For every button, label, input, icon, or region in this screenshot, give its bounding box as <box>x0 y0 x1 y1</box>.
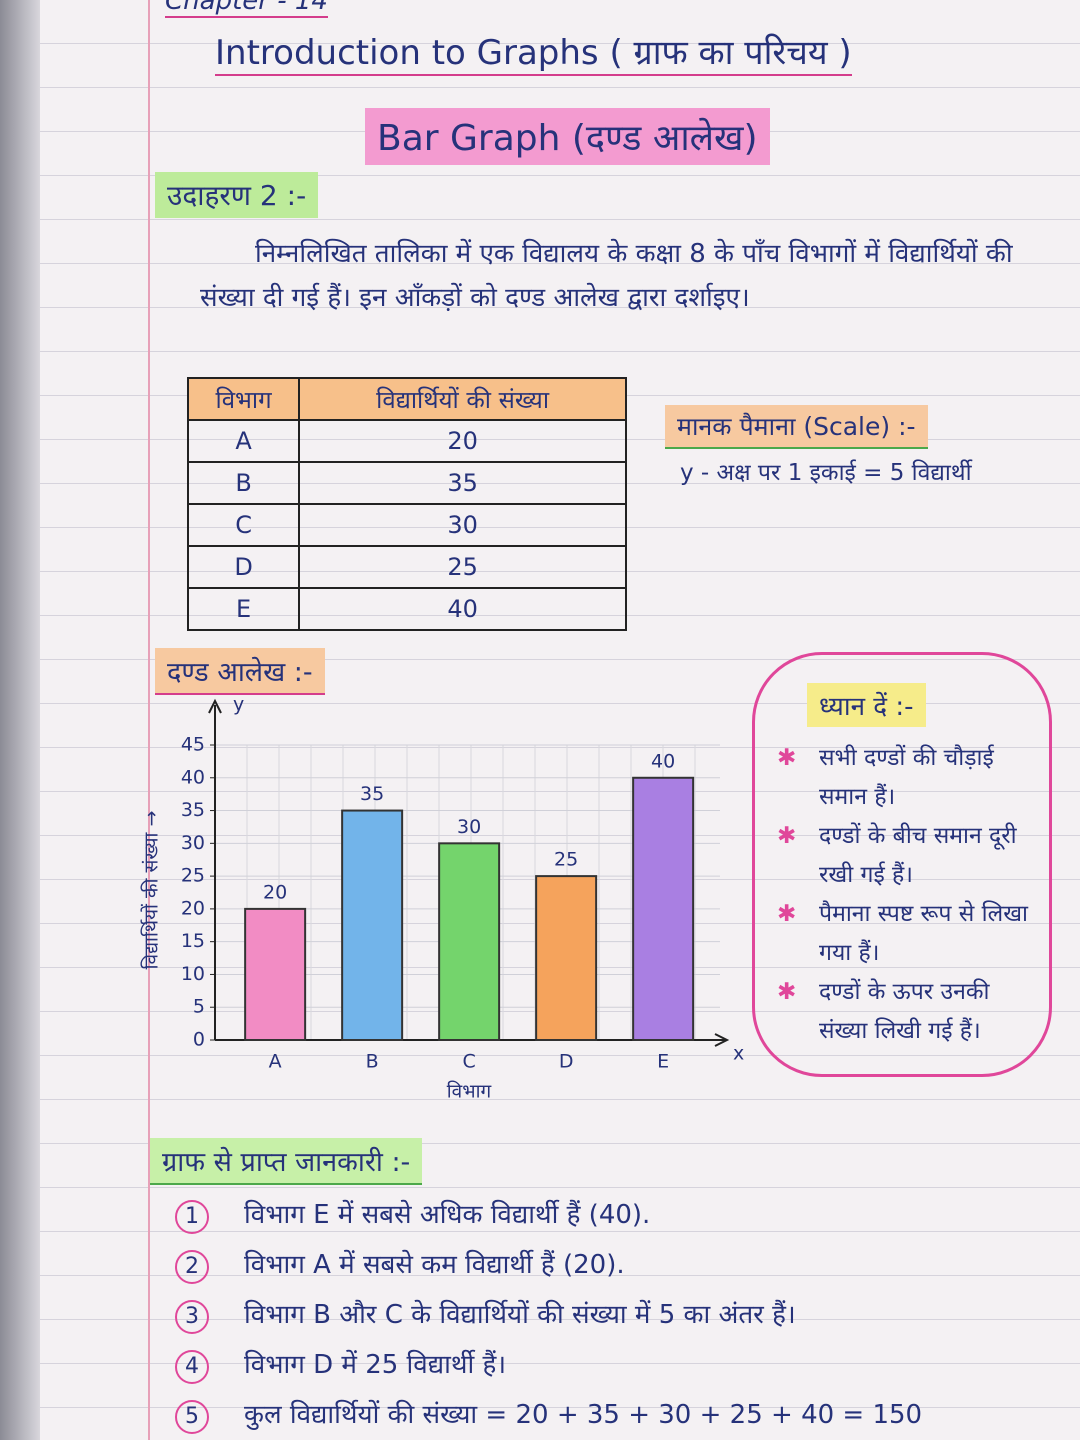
table-row: A 20 <box>186 419 627 463</box>
item-number: 5 <box>175 1400 209 1434</box>
value-label: 35 <box>360 783 384 805</box>
table-cell: 20 <box>298 419 627 463</box>
x-tick-label: A <box>269 1051 282 1073</box>
y-tick-label: 20 <box>181 897 205 919</box>
bar <box>535 875 598 1041</box>
value-label: 30 <box>457 816 481 838</box>
note-list: ✱ सभी दण्डों की चौड़ाई समान हैं। ✱ दण्डों क… <box>777 739 1031 1051</box>
value-label: 20 <box>263 881 287 903</box>
bullet-star: ✱ <box>777 823 797 849</box>
note-heading: ध्यान दें :- <box>807 683 926 727</box>
y-tick-label: 0 <box>193 1029 205 1051</box>
info-item: 1 विभाग E में सबसे अधिक विद्यार्थी हैं (4… <box>175 1190 922 1240</box>
scale-text: y - अक्ष पर 1 इकाई = 5 विद्यार्थी <box>680 460 972 486</box>
table-cell: B <box>186 461 301 505</box>
item-text: विभाग E में सबसे अधिक विद्यार्थी हैं (40… <box>244 1200 651 1230</box>
bullet-star: ✱ <box>777 901 797 927</box>
y-tick-label: 10 <box>181 963 205 985</box>
y-arrow <box>208 698 222 714</box>
title: Introduction to Graphs ( ग्राफ का परिचय … <box>215 28 852 76</box>
binder-edge <box>0 0 40 1440</box>
info-heading: ग्राफ से प्राप्त जानकारी :- <box>150 1138 423 1185</box>
item-text: विभाग A में सबसे कम विद्यार्थी हैं (20). <box>244 1250 625 1280</box>
value-label: 40 <box>651 750 675 772</box>
table-cell: E <box>186 587 301 631</box>
y-tick-label: 35 <box>181 799 205 821</box>
table-cell: D <box>186 545 301 589</box>
info-list: 1 विभाग E में सबसे अधिक विद्यार्थी हैं (4… <box>175 1190 922 1440</box>
note-text: दण्डों के ऊपर उनकी संख्या लिखी गई हैं। <box>819 979 990 1044</box>
scale-heading: मानक पैमाना (Scale) :- <box>665 405 928 449</box>
table-row: B 35 <box>186 461 627 505</box>
info-item: 5 कुल विद्यार्थियों की संख्या = 20 + 35 +… <box>175 1390 922 1440</box>
y-axis-label: विद्यार्थियों की संख्या → <box>140 811 163 970</box>
table-cell: C <box>186 503 301 547</box>
note-item: ✱ दण्डों के ऊपर उनकी संख्या लिखी गई हैं। <box>777 973 1031 1051</box>
info-item: 2 विभाग A में सबसे कम विद्यार्थी हैं (20)… <box>175 1240 922 1290</box>
x-tick-label: D <box>559 1051 574 1073</box>
table-row: C 30 <box>186 503 627 547</box>
table-header: विभाग <box>186 377 301 421</box>
y-tick-label: 15 <box>181 930 205 952</box>
table-cell: 40 <box>298 587 627 631</box>
bar <box>341 809 404 1041</box>
item-text: कुल विद्यार्थियों की संख्या = 20 + 35 + … <box>244 1400 923 1430</box>
table-cell: 35 <box>298 461 627 505</box>
example-text: निम्नलिखित तालिका में एक विद्यालय के कक्… <box>200 239 1013 313</box>
table-row: D 25 <box>186 545 627 589</box>
info-item: 4 विभाग D में 25 विद्यार्थी हैं। <box>175 1340 922 1390</box>
bullet-star: ✱ <box>777 979 797 1005</box>
table-cell: A <box>186 419 301 463</box>
note-item: ✱ सभी दण्डों की चौड़ाई समान हैं। <box>777 739 1031 817</box>
x-tick-label: B <box>366 1051 379 1073</box>
graph-heading: दण्ड आलेख :- <box>155 648 325 695</box>
value-label: 25 <box>554 849 578 871</box>
note-text: दण्डों के बीच समान दूरी रखी गई हैं। <box>819 823 1017 888</box>
table-row: E 40 <box>186 587 627 631</box>
note-item: ✱ दण्डों के बीच समान दूरी रखी गई हैं। <box>777 817 1031 895</box>
x-axis-label: विभाग <box>447 1080 492 1103</box>
table-header-row: विभाग विद्यार्थियों की संख्या <box>186 377 627 421</box>
data-table: विभाग विद्यार्थियों की संख्या A 20 B 35 C 30 D 25… <box>186 377 627 631</box>
y-tick-label: 25 <box>181 865 205 887</box>
table-cell: 30 <box>298 503 627 547</box>
y-tick-label: 40 <box>181 766 205 788</box>
note-text: सभी दण्डों की चौड़ाई समान हैं। <box>819 745 994 810</box>
y-tick-label: 45 <box>181 734 205 756</box>
x-tick-label: C <box>462 1051 475 1073</box>
y-tick-label: 30 <box>181 832 205 854</box>
x-arrow <box>714 1033 730 1047</box>
x-axis-letter: x <box>733 1043 744 1065</box>
bar <box>244 907 307 1041</box>
y-tick-label: 5 <box>193 996 205 1018</box>
info-item: 3 विभाग B और C के विद्यार्थियों की संख्या… <box>175 1290 922 1340</box>
note-box: ध्यान दें :- ✱ सभी दण्डों की चौड़ाई समान … <box>752 652 1052 1077</box>
y-axis-letter: y <box>233 694 244 716</box>
item-number: 4 <box>175 1350 209 1384</box>
note-text: पैमाना स्पष्ट रूप से लिखा गया हैं। <box>819 901 1028 966</box>
bar-chart: 0 5 10 15 20 25 30 35 40 45 x y विभाग विद्यार्थियों क… <box>140 694 745 1103</box>
subtitle: Bar Graph (दण्ड आलेख) <box>365 108 770 165</box>
table-cell: 25 <box>298 545 627 589</box>
chapter: Chapter - 14 <box>165 0 328 18</box>
item-text: विभाग B और C के विद्यार्थियों की संख्या … <box>244 1300 796 1330</box>
bar <box>438 842 501 1041</box>
example-heading: उदाहरण 2 :- <box>155 172 319 218</box>
item-number: 1 <box>175 1200 209 1234</box>
item-number: 3 <box>175 1300 209 1334</box>
item-text: विभाग D में 25 विद्यार्थी हैं। <box>244 1350 507 1380</box>
note-item: ✱ पैमाना स्पष्ट रूप से लिखा गया हैं। <box>777 895 1031 973</box>
item-number: 2 <box>175 1250 209 1284</box>
table-header: विद्यार्थियों की संख्या <box>298 377 627 421</box>
bar <box>632 776 695 1042</box>
bullet-star: ✱ <box>777 745 797 771</box>
x-tick-label: E <box>657 1051 669 1073</box>
